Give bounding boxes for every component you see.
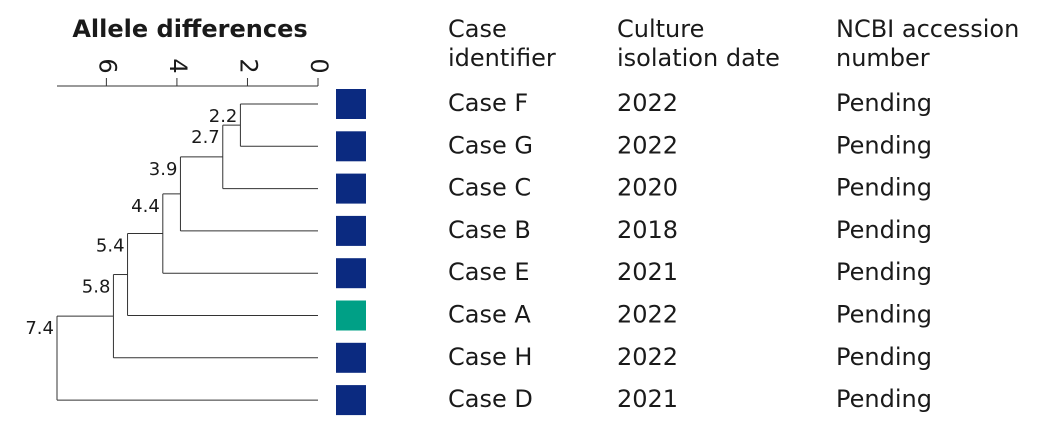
table-cell: Case G <box>448 131 533 159</box>
table-cell: Pending <box>836 174 932 202</box>
table-cell: Pending <box>836 216 932 244</box>
x-tick-label: 0 <box>305 58 333 73</box>
table-cell: 2022 <box>617 301 678 329</box>
table-cell: Pending <box>836 89 932 117</box>
table-cell: Pending <box>836 343 932 371</box>
column-header: number <box>836 44 930 72</box>
table-cell: 2022 <box>617 89 678 117</box>
axis-title: Allele differences <box>72 15 307 43</box>
column-header: NCBI accession <box>836 15 1019 43</box>
case-swatch <box>336 173 366 204</box>
case-swatch <box>336 300 366 331</box>
x-tick-label: 2 <box>234 58 262 73</box>
table-cell: 2022 <box>617 343 678 371</box>
x-tick-label: 4 <box>164 58 192 73</box>
case-swatch <box>336 258 366 289</box>
table-cell: Case F <box>448 89 528 117</box>
table-cell: Case B <box>448 216 531 244</box>
table-cell: Case E <box>448 258 530 286</box>
table-cell: Case C <box>448 174 531 202</box>
node-label: 5.4 <box>96 236 125 257</box>
case-swatch <box>336 131 366 162</box>
column-header: identifier <box>448 44 556 72</box>
column-header: Culture <box>617 15 704 43</box>
table-cell: Pending <box>836 301 932 329</box>
node-label: 5.8 <box>82 277 111 298</box>
table-cell: 2022 <box>617 131 678 159</box>
table-cell: 2018 <box>617 216 678 244</box>
table-cell: Pending <box>836 258 932 286</box>
table-cell: 2021 <box>617 385 678 413</box>
table-cell: Case H <box>448 343 532 371</box>
case-swatch <box>336 215 366 246</box>
case-swatch <box>336 385 366 416</box>
table-cell: Pending <box>836 385 932 413</box>
column-header: isolation date <box>617 44 780 72</box>
table-cell: 2021 <box>617 258 678 286</box>
column-header: Case <box>448 15 507 43</box>
node-label: 2.2 <box>209 106 238 127</box>
node-label: 4.4 <box>131 196 160 217</box>
table-cell: Case D <box>448 385 533 413</box>
table-cell: Case A <box>448 301 531 329</box>
node-label: 3.9 <box>149 159 178 180</box>
node-label: 7.4 <box>25 318 54 339</box>
table-cell: 2020 <box>617 174 678 202</box>
x-tick-label: 6 <box>93 58 121 73</box>
case-swatch <box>336 342 366 373</box>
case-swatch <box>336 89 366 119</box>
table-cell: Pending <box>836 131 932 159</box>
node-label: 2.7 <box>191 127 220 148</box>
